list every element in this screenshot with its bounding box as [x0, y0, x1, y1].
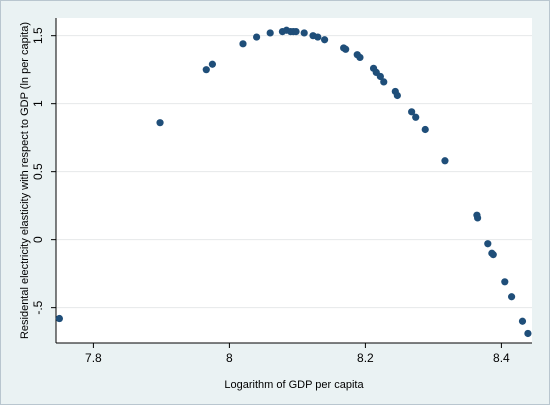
data-point [508, 293, 516, 301]
data-point [380, 78, 388, 86]
data-point [342, 45, 350, 53]
data-points [55, 26, 532, 338]
data-point [292, 27, 300, 36]
x-axis-title: Logarithm of GDP per capita [224, 379, 364, 391]
y-tick-label: 0 [31, 236, 45, 243]
data-point [484, 240, 492, 248]
data-point [376, 72, 384, 81]
x-tick-label: 8.4 [493, 351, 510, 365]
y-tick-label: -.5 [31, 300, 45, 314]
x-axis-ticks: 7.8 8 8.2 8.4 [85, 343, 510, 365]
y-tick-label: 1 [31, 100, 45, 107]
data-point [314, 33, 322, 41]
data-point [239, 40, 247, 48]
data-point [202, 66, 210, 74]
data-point [156, 119, 164, 127]
data-point [412, 113, 420, 121]
y-axis-ticks: -.5 0 0.5 1 1.5 [31, 27, 56, 315]
data-point [441, 157, 449, 165]
data-point [489, 251, 497, 259]
y-tick-label: 0.5 [31, 163, 45, 180]
data-point [253, 33, 261, 41]
x-tick-label: 8.2 [357, 351, 374, 365]
y-axis-title: Residental electricity elasticity with r… [19, 22, 31, 339]
data-point [266, 29, 274, 37]
data-point [55, 314, 64, 323]
data-point [300, 29, 308, 37]
data-point [321, 36, 329, 44]
data-point [524, 329, 532, 338]
data-point [501, 278, 509, 286]
data-point [408, 108, 416, 116]
data-point [356, 53, 364, 62]
data-point [393, 91, 401, 100]
y-tick-label: 1.5 [31, 27, 45, 44]
plot-area [56, 18, 532, 343]
data-point [518, 317, 527, 325]
grid-lines [56, 35, 532, 309]
data-point [421, 125, 429, 134]
data-point [208, 60, 216, 68]
x-tick-label: 7.8 [85, 351, 102, 365]
x-tick-label: 8 [226, 351, 233, 365]
data-point [474, 214, 482, 222]
